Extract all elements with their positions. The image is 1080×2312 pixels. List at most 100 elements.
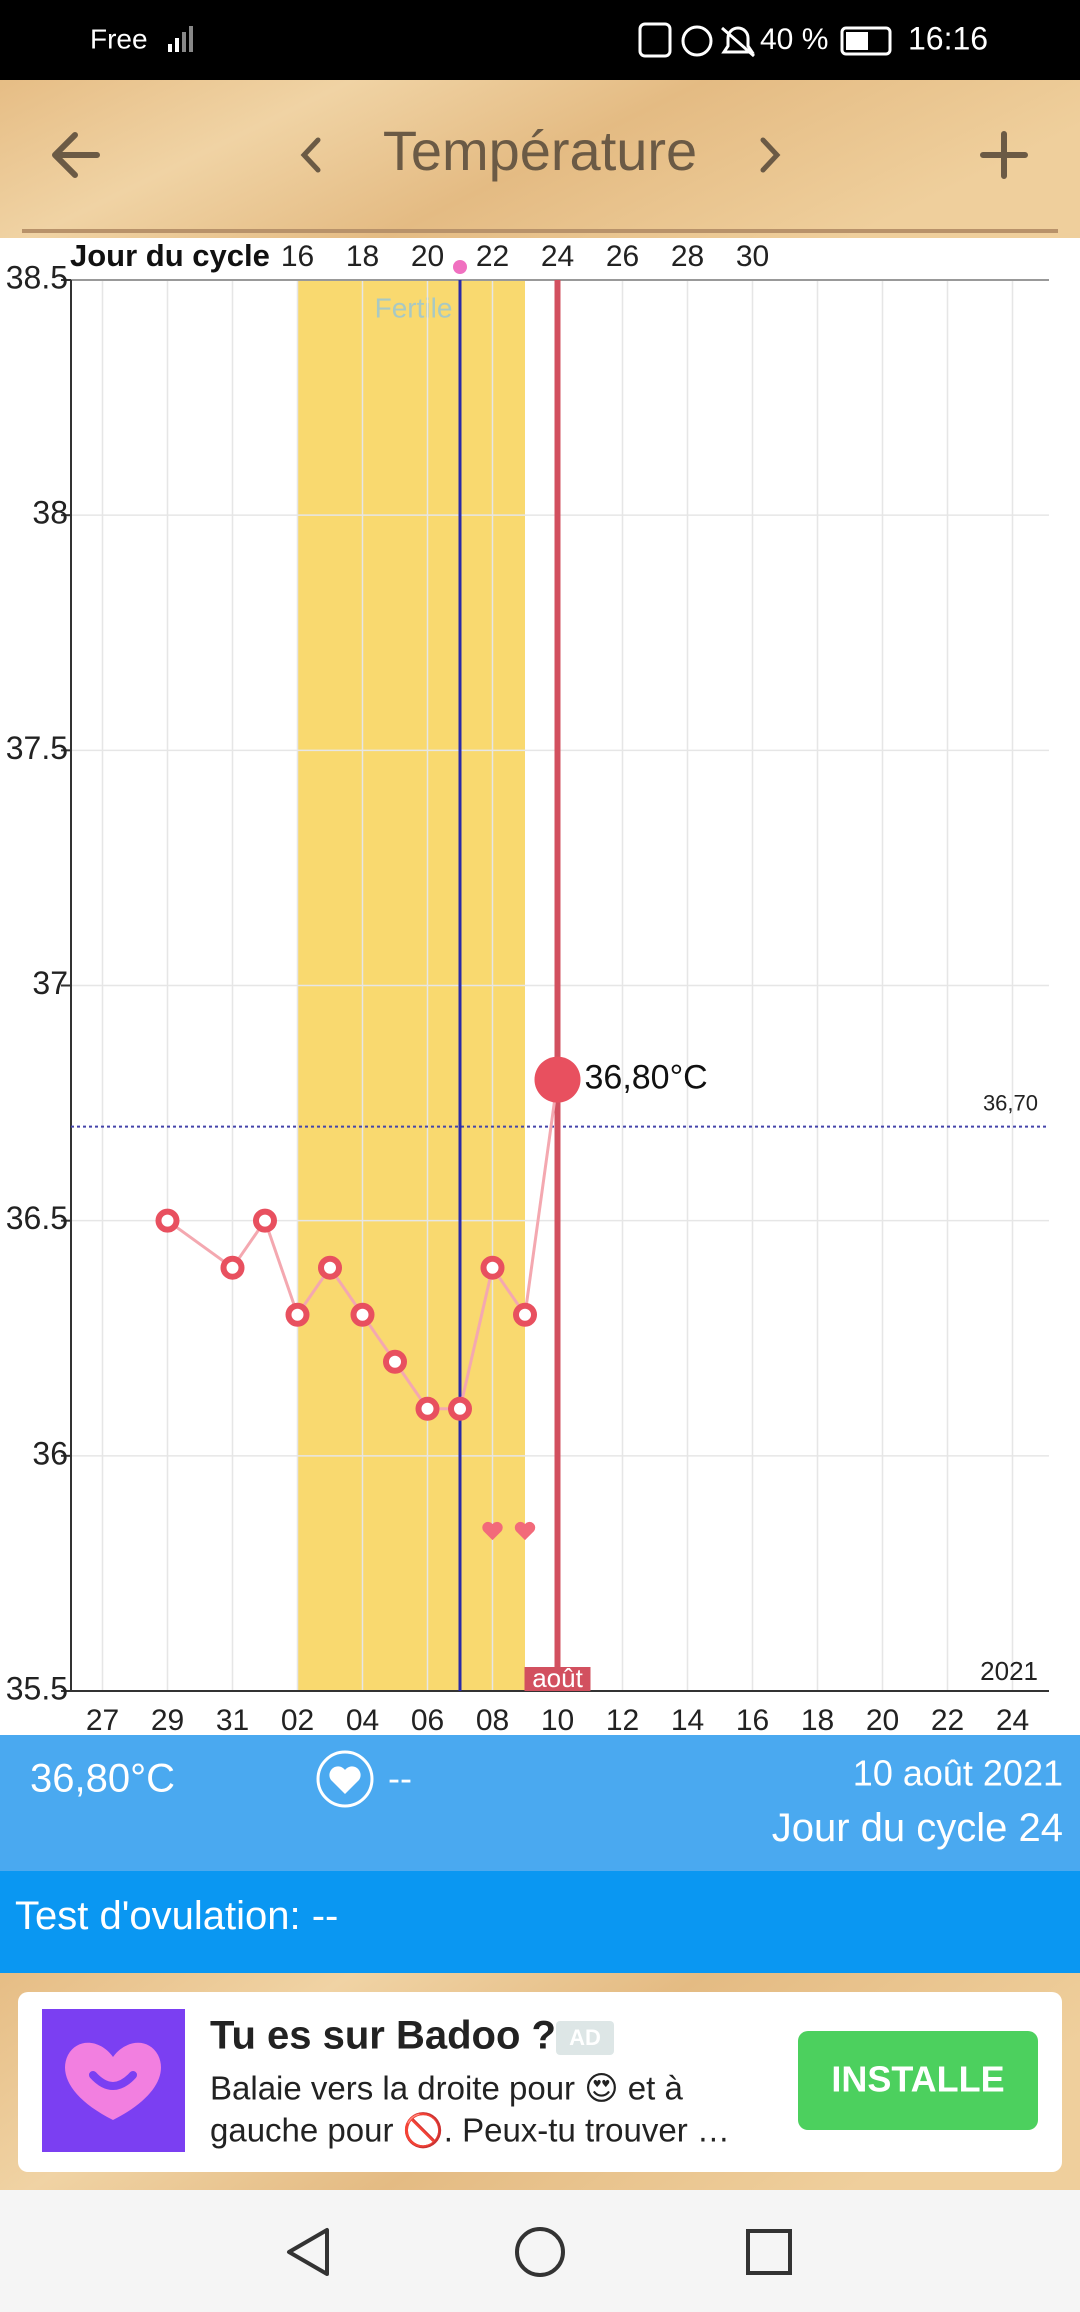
x-tick-label: 29 — [151, 1704, 184, 1737]
intercourse-heart — [514, 1521, 536, 1541]
connector — [523, 1079, 559, 1315]
nav-home[interactable] — [515, 2227, 565, 2277]
x-tick-label: 14 — [671, 1704, 704, 1737]
cycle-day: 24 — [1019, 1806, 1064, 1850]
year-label: 2021 — [980, 1656, 1038, 1686]
heart-icon — [329, 1766, 361, 1794]
top-tick-label: 16 — [281, 240, 314, 273]
heart-value: -- — [388, 1758, 412, 1799]
alarm-icon — [681, 25, 713, 57]
x-tick-label: 31 — [216, 1704, 249, 1737]
point — [155, 1208, 180, 1233]
x-tick-label: 20 — [866, 1704, 899, 1737]
info-cycle: Jour du cycle 24 — [772, 1806, 1063, 1850]
chart-area — [0, 238, 1080, 1735]
test-label: Test d'ovulation: — [15, 1894, 301, 1938]
point — [253, 1208, 277, 1233]
x-tick-label: 10 — [541, 1704, 574, 1737]
battery-icon — [840, 26, 892, 56]
heart-button[interactable] — [316, 1750, 374, 1808]
intercourse-heart — [482, 1521, 503, 1541]
next-button[interactable] — [760, 137, 781, 173]
fertile-label: Fertile — [375, 292, 453, 323]
cycle-label: Jour du cycle — [772, 1806, 1008, 1850]
info-band — [0, 1735, 1080, 1871]
y-tick-label: 36 — [32, 1435, 68, 1471]
y-tick-label: 38 — [32, 495, 68, 531]
y-tick-label: 37 — [32, 965, 68, 1001]
nav-back[interactable] — [287, 2228, 329, 2276]
point — [220, 1255, 245, 1280]
x-tick-label: 16 — [736, 1704, 769, 1737]
top-tick-label: 30 — [736, 240, 769, 273]
header-divider — [22, 229, 1058, 233]
header — [0, 80, 1080, 238]
page-title: Température — [383, 119, 697, 182]
nfc-icon — [638, 22, 672, 58]
install-label: INSTALLE — [831, 2059, 1004, 2100]
x-tick-label: 06 — [411, 1704, 444, 1737]
battery-level: 40 % — [760, 23, 828, 56]
x-tick-label: 02 — [281, 1704, 314, 1737]
top-tick-label: 26 — [606, 240, 639, 273]
x-tick-label: 04 — [346, 1704, 379, 1737]
battery-fill — [846, 32, 868, 50]
ad-logo-smile — [89, 2071, 137, 2090]
test-value: -- — [312, 1894, 339, 1938]
connector — [458, 1267, 494, 1410]
x-tick-label: 22 — [931, 1704, 964, 1737]
point — [448, 1396, 472, 1421]
y-tick-label: 38.5 — [6, 259, 68, 295]
top-tick-label: 24 — [541, 240, 574, 273]
info-date: 10 août 2021 — [853, 1753, 1063, 1794]
point — [383, 1349, 407, 1374]
coverline-label: 36,70 — [983, 1090, 1038, 1115]
prev-button[interactable] — [300, 137, 321, 173]
carrier: Free — [90, 23, 148, 54]
y-tick-label: 35.5 — [6, 1670, 68, 1706]
nav-recent[interactable] — [746, 2229, 792, 2275]
x-tick-label: 12 — [606, 1704, 639, 1737]
mute-icon — [721, 26, 755, 58]
chart: Fertile 27 29 31 02 04 06 08 10 12 14 16 18 20 22 24 35.… — [6, 238, 1049, 1737]
x-tick-label: 24 — [996, 1704, 1029, 1737]
ad-line: Balaie vers la droite pour 😍 et à — [210, 2070, 683, 2107]
top-tick-label: 22 — [476, 240, 509, 273]
top-axis-label: Jour du cycle — [70, 238, 270, 273]
back-button[interactable] — [52, 132, 100, 178]
connector — [166, 1219, 234, 1269]
point — [350, 1302, 375, 1327]
point — [318, 1255, 342, 1280]
info-temperature: 36,80°C — [30, 1757, 175, 1801]
ad-line: gauche pour 🚫. Peux-tu trouver … — [210, 2112, 730, 2150]
test-band[interactable] — [0, 1871, 1080, 1973]
month-label-bg — [524, 1667, 591, 1691]
connector — [263, 1220, 299, 1316]
value-label: 36,80°C — [585, 1059, 708, 1097]
x-tick-label: 08 — [476, 1704, 509, 1737]
top-tick-label: 18 — [346, 240, 379, 273]
clock: 16:16 — [908, 20, 988, 56]
point — [480, 1255, 505, 1280]
status-bar — [0, 0, 1080, 80]
ad-logo — [65, 2042, 161, 2120]
selected-point — [534, 1056, 581, 1103]
ovulation-marker — [453, 260, 467, 274]
add-button[interactable] — [980, 131, 1028, 179]
month-label: août — [532, 1663, 583, 1693]
x-tick-label: 27 — [86, 1704, 119, 1737]
signal-icon — [168, 26, 193, 52]
install-button[interactable] — [798, 2031, 1038, 2130]
top-tick-label: 28 — [671, 240, 704, 273]
top-tick-label: 20 — [411, 240, 444, 273]
ad-badge-bg — [556, 2021, 614, 2055]
point — [415, 1396, 440, 1421]
nav-bar — [0, 2190, 1080, 2312]
point — [513, 1302, 537, 1327]
test-text: Test d'ovulation: -- — [15, 1894, 338, 1938]
ad-badge: AD — [569, 2025, 601, 2050]
ad-title: Tu es sur Badoo ? — [210, 2014, 556, 2058]
y-tick-label: 37.5 — [6, 730, 68, 766]
